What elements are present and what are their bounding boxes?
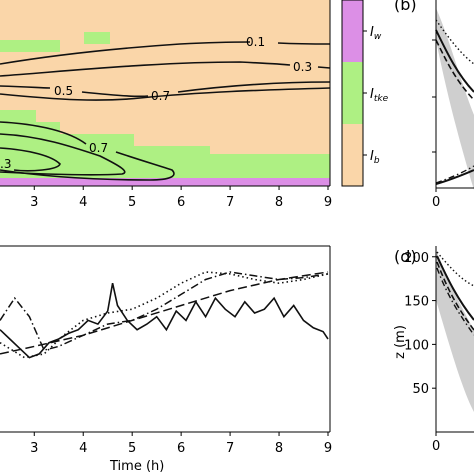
contour-line xyxy=(0,41,331,65)
uncertainty-band xyxy=(436,8,474,190)
region-I_tke xyxy=(0,110,330,178)
profile-line xyxy=(436,261,474,331)
profile-line xyxy=(435,165,474,184)
tick-label: 0 xyxy=(432,439,440,454)
y-tick-label: 150 xyxy=(404,295,429,310)
x-tick-label: 3 xyxy=(30,195,38,210)
y-tick-label: 50 xyxy=(412,382,429,397)
profile-line xyxy=(435,19,474,65)
panel-label-b: (b) xyxy=(394,0,417,14)
contour-line xyxy=(0,147,61,172)
colorbar-I_tke xyxy=(342,62,363,124)
contour-line xyxy=(0,121,175,181)
x-tick-label: 5 xyxy=(128,441,136,456)
x-tick-label: 6 xyxy=(177,195,185,210)
x-tick-label: 8 xyxy=(275,441,283,456)
contour-line xyxy=(0,61,331,77)
panel-a: 0.1 0.3 0.5 0.7 0.7 .3 3 4 5 6 7 8 9 xyxy=(0,0,332,210)
y-tick-label: 200 xyxy=(404,251,429,266)
colorbar-label-I_w: Iw xyxy=(370,25,382,42)
x-tick-label: 4 xyxy=(79,441,87,456)
contour-label: 0.3 xyxy=(293,60,312,74)
y-axis-label: z (m) xyxy=(393,325,408,359)
colorbar-label-I_b: Ib xyxy=(370,149,380,166)
series-solid xyxy=(0,283,329,359)
panel-c: 3 4 5 6 7 8 9 Time (h) xyxy=(0,245,332,474)
panel-label-d: (d) xyxy=(394,247,417,266)
x-tick-label: 9 xyxy=(324,441,332,456)
profile-line xyxy=(435,169,474,185)
contour-line xyxy=(0,87,331,101)
series-dotted xyxy=(0,271,329,359)
region-I_tke xyxy=(0,40,60,52)
contour-label: 0.5 xyxy=(54,84,73,98)
profile-line xyxy=(435,39,474,101)
contour-label: 0.7 xyxy=(89,141,108,155)
x-tick-label: 5 xyxy=(128,195,136,210)
colorbar-label-I_tke: Itke xyxy=(370,87,389,104)
x-tick-label: 9 xyxy=(324,195,332,210)
region-I_w xyxy=(0,178,330,186)
x-tick-label: 7 xyxy=(226,441,234,456)
x-tick-label: 8 xyxy=(275,195,283,210)
tick-label: 0 xyxy=(432,195,440,210)
y-tick-label: 100 xyxy=(404,338,429,353)
contour-label: 0.7 xyxy=(151,89,170,103)
colorbar-I_w xyxy=(342,0,363,62)
profile-line xyxy=(436,255,474,321)
panel-b: (b) 0 xyxy=(394,0,474,210)
profile-line xyxy=(435,29,474,93)
contour-line xyxy=(0,81,331,98)
x-tick-label: 3 xyxy=(30,441,38,456)
colorbar-I_b xyxy=(342,124,363,186)
series-dashed xyxy=(0,271,329,355)
region-I_tke xyxy=(84,32,110,44)
contour-line xyxy=(0,133,126,176)
x-tick-label: 4 xyxy=(79,195,87,210)
profile-line xyxy=(436,267,474,336)
contour-label: 0.1 xyxy=(246,35,265,49)
colorbar: Iw Itke Ib xyxy=(341,0,389,187)
x-axis-label: Time (h) xyxy=(109,459,164,474)
series-dashdot xyxy=(0,271,329,352)
profile-line xyxy=(436,251,474,287)
x-tick-label: 6 xyxy=(177,441,185,456)
x-tick-label: 7 xyxy=(226,195,234,210)
uncertainty-band xyxy=(436,250,474,412)
panel-d: (d) 50 100 150 200 z (m) 0 xyxy=(393,246,474,454)
contour-label: .3 xyxy=(0,157,11,171)
